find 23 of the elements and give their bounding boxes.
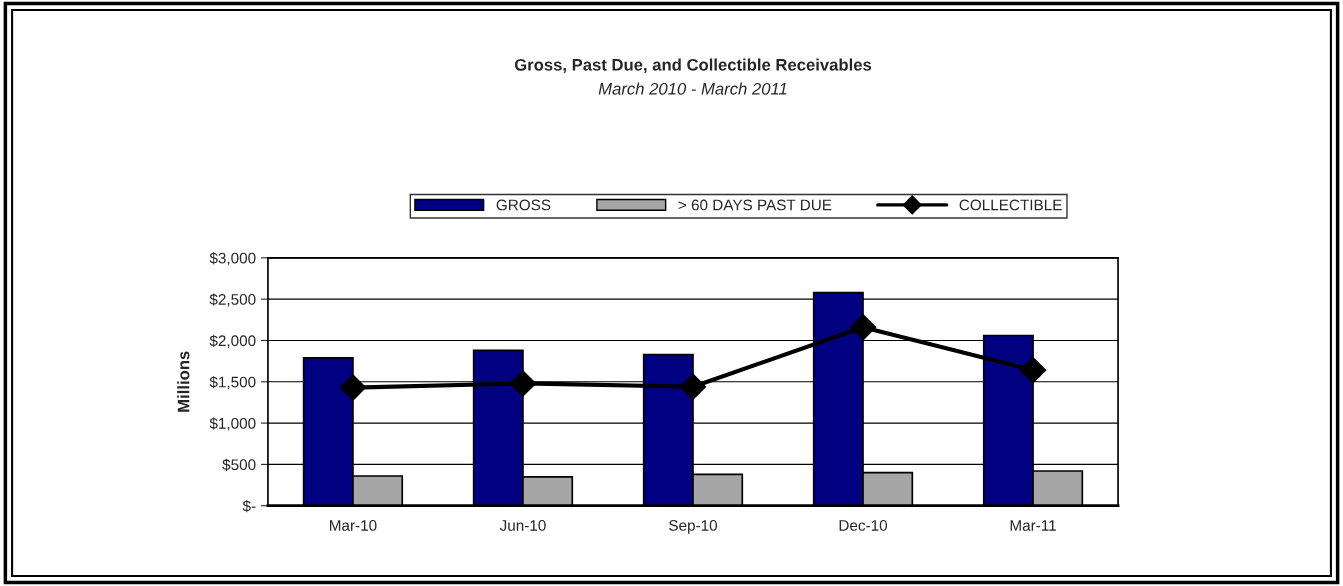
chart-title: Gross, Past Due, and Collectible Receivables — [514, 58, 872, 74]
x-tick-label: Dec-10 — [839, 520, 888, 531]
y-tick-label: $3,000 — [209, 252, 256, 266]
y-tick-label: $500 — [222, 458, 256, 471]
y-tick-label: $2,500 — [209, 293, 256, 307]
point — [509, 370, 537, 397]
y-tick-label: $2,000 — [209, 334, 256, 348]
x-tick-label: Mar-10 — [330, 520, 377, 531]
x-tick-label: Jun-10 — [499, 520, 546, 531]
y-tick-label: $1,000 — [209, 417, 256, 431]
legend-label: GROSS — [496, 199, 551, 211]
chart-subtitle: March 2010 - March 2011 — [598, 82, 787, 95]
x-tick-label: Mar-11 — [1010, 520, 1056, 531]
y-tick-label: $- — [242, 499, 256, 513]
point — [679, 373, 707, 401]
y-axis-title: Millions — [177, 351, 190, 412]
legend-label: COLLECTIBLE — [959, 199, 1062, 211]
point — [1019, 356, 1047, 384]
point — [339, 374, 367, 401]
y-tick-label: $1,500 — [209, 376, 256, 390]
point — [849, 313, 877, 341]
legend-label: > 60 DAYS PAST DUE — [678, 199, 832, 211]
x-tick-label: Sep-10 — [669, 520, 718, 534]
